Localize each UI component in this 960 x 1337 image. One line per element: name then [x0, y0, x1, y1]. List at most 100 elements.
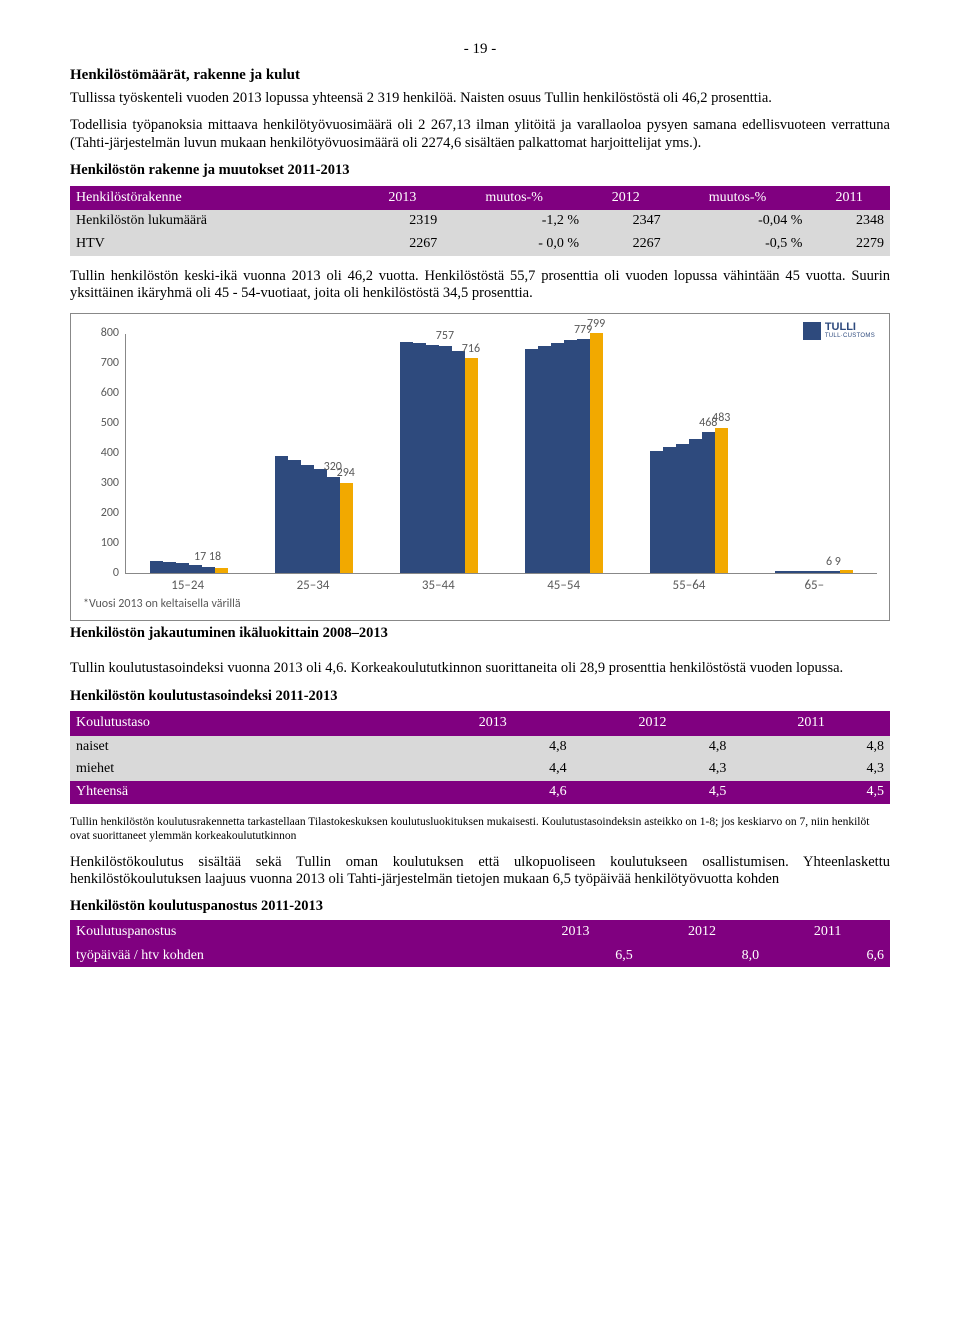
logo-text: TULLI [825, 322, 875, 333]
table-cell: 6,6 [765, 945, 890, 968]
bar [525, 349, 538, 573]
bar [827, 571, 840, 573]
bar-value-label: 6 9 [826, 555, 841, 569]
bar [189, 565, 202, 573]
bar [340, 483, 353, 573]
y-tick-label: 300 [83, 476, 119, 490]
y-tick-label: 500 [83, 416, 119, 430]
table-row: Henkilöstön lukumäärä2319-1,2 %2347-0,04… [70, 210, 890, 233]
heading-table3: Henkilöstön koulutuspanostus 2011-2013 [70, 898, 890, 915]
bar [840, 570, 853, 573]
table-header: 2012 [585, 186, 667, 211]
bar [150, 561, 163, 573]
table-cell: naiset [70, 736, 413, 759]
page-number: - 19 - [70, 40, 890, 58]
table-rakenne: Henkilöstörakenne2013muutos-%2012muutos-… [70, 186, 890, 256]
bar [426, 345, 439, 573]
table-row: työpäivää / htv kohden6,58,06,6 [70, 945, 890, 968]
x-tick-label: 65– [752, 574, 877, 594]
x-tick-label: 25–34 [250, 574, 375, 594]
y-tick-label: 800 [83, 326, 119, 340]
table-cell: 2279 [808, 233, 890, 256]
bar [288, 460, 301, 573]
bar-group: 17 18 [150, 561, 228, 573]
bar [275, 456, 288, 573]
para-4: Tullin koulutustasoindeksi vuonna 2013 o… [70, 660, 890, 677]
bar [650, 451, 663, 573]
bar [814, 571, 827, 573]
table-cell: 2348 [808, 210, 890, 233]
bar-value-label: 799 [587, 317, 605, 331]
y-tick-label: 100 [83, 536, 119, 550]
table-header: 2011 [765, 920, 890, 945]
table2-note: Tullin henkilöstön koulutusrakennetta ta… [70, 816, 890, 844]
bar-value-label: 757 [436, 329, 454, 343]
x-tick-label: 35–44 [376, 574, 501, 594]
para-3: Tullin henkilöstön keski-ikä vuonna 2013… [70, 268, 890, 303]
table-header: muutos-% [443, 186, 585, 211]
table-cell: 4,4 [413, 758, 573, 781]
table-cell: miehet [70, 758, 413, 781]
bar [551, 343, 564, 573]
table-cell: 2347 [585, 210, 667, 233]
bar-group: 6 9 [775, 570, 853, 573]
bar [801, 571, 814, 573]
bar-value-label: 294 [337, 466, 355, 480]
table-header: 2013 [362, 186, 444, 211]
bar [413, 343, 426, 573]
bar-group: 779799 [525, 333, 603, 573]
bar [465, 358, 478, 573]
table-cell: 4,3 [573, 758, 733, 781]
bar [590, 333, 603, 573]
bar [788, 571, 801, 573]
bar [689, 439, 702, 573]
x-tick-label: 55–64 [626, 574, 751, 594]
bar [400, 342, 413, 573]
table-cell: 4,6 [413, 781, 573, 804]
table-cell: Yhteensä [70, 781, 413, 804]
table-header: muutos-% [667, 186, 809, 211]
table-row: naiset4,84,84,8 [70, 736, 890, 759]
bar [538, 346, 551, 573]
bar [663, 447, 676, 573]
table-cell: - 0,0 % [443, 233, 585, 256]
bar [676, 444, 689, 573]
table-cell: 4,5 [573, 781, 733, 804]
table-header: 2013 [413, 711, 573, 736]
table-cell: Henkilöstön lukumäärä [70, 210, 362, 233]
para-5: Henkilöstökoulutus sisältää sekä Tullin … [70, 854, 890, 889]
bar-value-label: 483 [712, 411, 730, 425]
table-cell: 6,5 [512, 945, 638, 968]
bar [775, 571, 788, 573]
table-header: Koulutuspanostus [70, 920, 512, 945]
y-tick-label: 600 [83, 386, 119, 400]
x-tick-label: 45–54 [501, 574, 626, 594]
heading-main: Henkilöstömäärät, rakenne ja kulut [70, 66, 890, 84]
table-cell: 8,0 [639, 945, 765, 968]
bar [577, 339, 590, 573]
table-cell: 2319 [362, 210, 444, 233]
bar-group: 757716 [400, 342, 478, 573]
bar [715, 428, 728, 573]
table-header: 2011 [732, 711, 890, 736]
para-2: Todellisia työpanoksia mittaava henkilöt… [70, 117, 890, 152]
y-tick-label: 0 [83, 566, 119, 580]
y-tick-label: 400 [83, 446, 119, 460]
bar-group: 468483 [650, 428, 728, 573]
bar [452, 351, 465, 573]
table-header: 2012 [639, 920, 765, 945]
bar [215, 568, 228, 573]
para-1: Tullissa työskenteli vuoden 2013 lopussa… [70, 90, 890, 107]
table-cell: 4,8 [573, 736, 733, 759]
age-distribution-chart: TULLI TULL·CUSTOMS 800700600500400300200… [70, 313, 890, 621]
table-header: Koulutustaso [70, 711, 413, 736]
bar [439, 346, 452, 573]
table-koulutuspanostus: Koulutuspanostus201320122011 työpäivää /… [70, 920, 890, 968]
table-cell: 4,8 [413, 736, 573, 759]
heading-table1: Henkilöstön rakenne ja muutokset 2011-20… [70, 162, 890, 179]
table-koulutustaso: Koulutustaso201320122011 naiset4,84,84,8… [70, 711, 890, 804]
table-cell: -0,5 % [667, 233, 809, 256]
table-cell: 2267 [585, 233, 667, 256]
y-tick-label: 700 [83, 356, 119, 370]
bar [301, 465, 314, 573]
